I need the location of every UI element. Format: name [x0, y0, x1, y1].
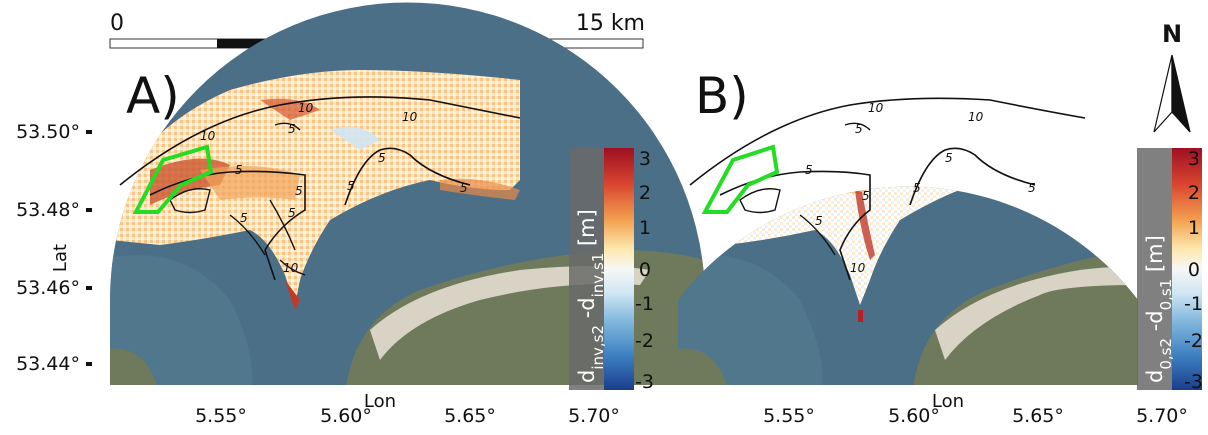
panel-b-contour-label: 5: [945, 151, 953, 165]
panel-b-contour-label: 5: [913, 181, 921, 195]
x-axis-label: Lon: [932, 391, 964, 412]
y-tick-label: 53.50°: [16, 121, 80, 143]
x-tick-label: 5.55°: [763, 405, 815, 427]
panel-a-colorbar-ticks: 3 2 1 0 -1 -2 -3: [635, 148, 654, 393]
panel-b-contour-label: 5: [862, 189, 870, 203]
panel-b-label: B): [695, 67, 749, 125]
panel-a-contour-label: 5: [378, 151, 386, 165]
panel-b-island: [912, 250, 1138, 385]
panel-b-contour-label: 5: [855, 122, 863, 136]
panel-a-data-field: [110, 70, 520, 305]
x-tick-label: 5.60°: [320, 405, 372, 427]
colorbar-tick: 0: [639, 259, 651, 281]
panel-a-contour-label: 5: [235, 163, 243, 177]
panel-a-contour-label: 10: [298, 101, 314, 115]
panel-a-contour-label: 10: [402, 110, 418, 124]
panel-a-contour-label: 5: [347, 179, 355, 193]
colorbar-tick: -3: [635, 371, 654, 393]
north-arrow: N: [1153, 20, 1191, 133]
panel-a: 10 10 5 10 5 5 5 5 5 5 5 10 A) dinv,s2 -…: [110, 2, 705, 393]
x-tick-label: 5.65°: [444, 405, 496, 427]
colorbar-tick: -1: [635, 293, 654, 315]
x-tick-label: 5.60°: [888, 405, 940, 427]
colorbar-tick: -2: [1184, 330, 1203, 352]
y-tick-label: 53.46°: [16, 277, 80, 299]
scale-end-label: 15 km: [576, 11, 645, 36]
colorbar-tick: -1: [1184, 293, 1203, 315]
x-tick-label: 5.55°: [195, 405, 247, 427]
panel-a-contour-label: 5: [460, 181, 468, 195]
north-arrow-icon: [1153, 54, 1173, 133]
colorbar-tick: 3: [639, 148, 651, 170]
panel-b-contour-label: 10: [868, 101, 884, 115]
panel-b-contour-label: 10: [850, 261, 866, 275]
panel-a-label: A): [126, 67, 180, 125]
panel-b-colorbar-ticks: 3 2 1 0 -1 -2 -3: [1184, 148, 1203, 393]
x-tick-label: 5.70°: [568, 405, 620, 427]
panel-b-colorbar: d0,s2 -d0,s1 [m] 3 2 1 0 -1 -2 -3: [1137, 148, 1203, 393]
scale-start-label: 0: [110, 11, 124, 36]
panel-a-contour-label: 5: [288, 122, 296, 136]
colorbar-tick: 1: [639, 217, 651, 239]
y-axis-label: Lat: [50, 244, 71, 272]
colorbar-tick: -2: [635, 330, 654, 352]
colorbar-tick: 2: [1188, 182, 1200, 204]
panel-b-contour-label: 5: [815, 214, 823, 228]
x-tick-label: 5.70°: [1136, 405, 1188, 427]
panel-a-contour-label: 5: [295, 184, 303, 198]
north-label: N: [1162, 20, 1182, 48]
panel-a-colorbar: dinv,s2 -dinv,s1 [m] 3 2 1 0 -1 -2 -3: [569, 148, 654, 393]
panel-a-contour-10: [119, 96, 521, 186]
y-tick-label: 53.48°: [16, 199, 80, 221]
panel-a-contour-label: 5: [288, 206, 296, 220]
panel-a-contour-label: 5: [240, 211, 248, 225]
colorbar-tick: 3: [1188, 148, 1200, 170]
x-tick-label: 5.65°: [1012, 405, 1064, 427]
y-axis: Lat 53.50° 53.48° 53.46° 53.44°: [16, 121, 92, 375]
panel-a-aoi-polygon: [132, 144, 214, 214]
x-axis-b: Lon 5.55° 5.60° 5.65° 5.70°: [763, 391, 1188, 427]
x-axis-label: Lon: [364, 391, 396, 412]
colorbar-tick: -3: [1184, 371, 1203, 393]
colorbar-tick: 2: [639, 182, 651, 204]
x-axis-a: Lon 5.55° 5.60° 5.65° 5.70°: [195, 391, 620, 427]
panel-b: 10 10 5 5 5 5 5 5 5 10 B) d0,s2 -d0,s1 […: [678, 67, 1203, 393]
colorbar-tick: 1: [1188, 217, 1200, 239]
panel-a-contour-label: 10: [283, 261, 299, 275]
y-tick-label: 53.44°: [16, 353, 80, 375]
panel-b-aoi-polygon: [701, 144, 780, 214]
colorbar-tick: 0: [1188, 259, 1200, 281]
panel-a-contour-label: 10: [200, 129, 216, 143]
panel-b-contour-label: 5: [1028, 181, 1036, 195]
panel-b-contour-label: 5: [805, 163, 813, 177]
panel-b-contour-label: 10: [968, 110, 984, 124]
